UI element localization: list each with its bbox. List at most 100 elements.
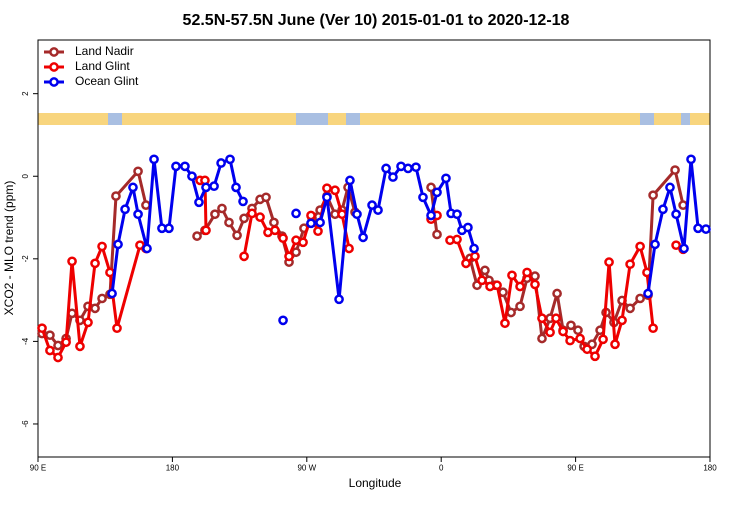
data-point (551, 313, 561, 324)
data-point (217, 203, 227, 214)
data-point (530, 279, 540, 290)
data-point (381, 163, 391, 174)
data-point (180, 161, 190, 172)
y-tick-label: 2 (21, 91, 30, 96)
data-point (452, 209, 462, 220)
data-point (187, 171, 197, 182)
legend-label: Land Nadir (75, 44, 134, 58)
data-point (120, 204, 130, 215)
data-point (537, 333, 547, 344)
data-point (441, 173, 451, 184)
data-point (648, 190, 658, 201)
data-point (238, 196, 248, 207)
x-axis-label: Longitude (349, 476, 402, 490)
data-point (112, 323, 122, 334)
data-point (261, 192, 271, 203)
data-point (45, 345, 55, 356)
data-point (367, 200, 377, 210)
data-point (515, 301, 525, 312)
data-point (469, 243, 479, 254)
y-tick-label: 0 (21, 173, 30, 178)
series-line (41, 168, 685, 348)
data-point (403, 163, 413, 174)
data-point (216, 158, 226, 168)
data-point (670, 165, 680, 175)
data-point (352, 209, 362, 220)
data-point (291, 247, 301, 258)
ocean-patch (346, 113, 360, 125)
data-point (239, 251, 249, 262)
data-point (232, 230, 242, 241)
data-point (432, 187, 442, 198)
data-point (105, 267, 115, 278)
data-point (75, 341, 85, 352)
data-point (461, 258, 471, 269)
data-point (477, 275, 487, 286)
data-point (598, 334, 608, 345)
data-point (149, 154, 159, 165)
data-point (90, 258, 100, 269)
data-point (113, 239, 123, 250)
data-point (278, 315, 288, 326)
data-point (671, 209, 681, 220)
data-point (492, 280, 502, 291)
data-point (565, 335, 575, 346)
data-point (575, 333, 585, 344)
data-point (269, 217, 279, 228)
data-point (552, 288, 562, 299)
data-point (470, 251, 480, 262)
data-point (545, 327, 555, 338)
ocean-patch (681, 113, 690, 125)
data-point (239, 213, 249, 224)
ocean-patch (296, 113, 328, 125)
data-point (284, 251, 294, 262)
data-point (635, 293, 645, 304)
data-point (224, 217, 234, 228)
data-point (658, 204, 668, 215)
data-point (306, 210, 316, 221)
legend-marker (49, 62, 59, 72)
data-point (426, 210, 436, 221)
data-point (635, 241, 645, 252)
y-axis-label: XCO2 - MLO trend (ppm) (2, 181, 16, 316)
data-point (625, 303, 635, 314)
x-tick-label: 90 W (297, 464, 316, 473)
data-point (255, 212, 265, 222)
data-point (37, 323, 47, 334)
data-point (515, 281, 525, 292)
data-point (373, 205, 383, 215)
data-point (345, 175, 355, 186)
data-point (171, 161, 181, 172)
data-point (625, 259, 635, 270)
data-point (500, 318, 510, 329)
data-point (344, 243, 354, 254)
data-point (209, 181, 219, 192)
data-point (210, 209, 220, 220)
data-point (573, 325, 583, 336)
data-point (566, 320, 576, 331)
data-point (315, 217, 325, 228)
data-point (693, 223, 703, 234)
data-point (537, 313, 547, 324)
data-point (141, 200, 151, 210)
x-tick-label: 0 (439, 464, 444, 473)
data-point (45, 330, 55, 341)
data-point (418, 192, 428, 203)
data-point (97, 293, 107, 304)
data-point (201, 182, 211, 193)
data-point (506, 307, 516, 318)
data-point (507, 270, 517, 281)
data-point (604, 257, 614, 267)
data-point (53, 340, 63, 351)
data-point (164, 223, 174, 234)
data-point (306, 218, 316, 229)
data-point (452, 234, 462, 245)
data-point (388, 172, 398, 182)
data-point (643, 288, 653, 299)
data-point (133, 166, 143, 177)
legend-label: Land Glint (75, 59, 130, 73)
y-tick-label: -4 (21, 337, 30, 345)
land-strip (38, 113, 710, 125)
data-point (201, 225, 211, 236)
